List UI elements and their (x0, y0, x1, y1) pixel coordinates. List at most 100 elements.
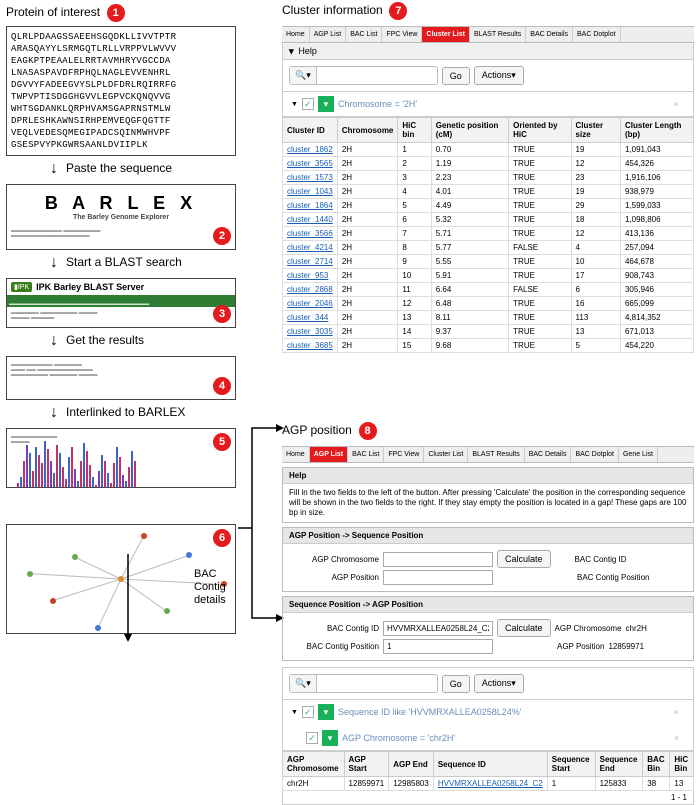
table-row: cluster_27142H95.55TRUE10464,678 (283, 255, 694, 269)
seq-link[interactable]: HVVMRXALLEA0258L24_C2 (433, 777, 547, 791)
tab-bac-details[interactable]: BAC Details (526, 27, 573, 42)
search-icon[interactable]: 🔍▾ (290, 67, 317, 84)
col-header[interactable]: AGP Chromosome (283, 752, 345, 777)
collapse-icon[interactable]: ▼ (291, 101, 298, 108)
out-pos: 12859971 (608, 642, 668, 651)
cluster-link[interactable]: cluster_4214 (283, 241, 338, 255)
col-header[interactable]: Cluster Length (bp) (620, 118, 693, 143)
cluster-link[interactable]: cluster_2046 (283, 297, 338, 311)
table-row: cluster_18622H10.70TRUE191,091,043 (283, 143, 694, 157)
tab-fpc-view[interactable]: FPC View (382, 27, 422, 42)
cluster-link[interactable]: cluster_1864 (283, 199, 338, 213)
tab-gene-list[interactable]: Gene List (619, 447, 658, 462)
agp-collapse-icon[interactable]: ▼ (291, 709, 298, 716)
table-row: cluster_9532H105.91TRUE17908,743 (283, 269, 694, 283)
filter-check-icon[interactable]: ✓ (302, 98, 314, 110)
cluster-link[interactable]: cluster_3565 (283, 157, 338, 171)
col-header[interactable]: AGP Start (344, 752, 389, 777)
cluster-tabs: HomeAGP ListBAC ListFPC ViewCluster List… (282, 26, 694, 43)
cluster-actions-button[interactable]: Actions▾ (474, 66, 524, 85)
tab-home[interactable]: Home (282, 447, 310, 462)
tab-blast-results[interactable]: BLAST Results (470, 27, 526, 42)
agp-filter1[interactable]: Sequence ID like 'HVVMRXALLEA0258L24%' (338, 707, 522, 717)
tab-bac-details[interactable]: BAC Details (525, 447, 572, 462)
col-header[interactable]: HiC bin (398, 118, 431, 143)
agp-filter-funnel1[interactable]: ▾ (318, 704, 334, 720)
badge-4: 4 (213, 377, 231, 395)
agp-filter1-remove[interactable]: × (674, 707, 679, 717)
agp-go-button[interactable]: Go (442, 675, 470, 693)
col-header[interactable]: Oriented by HiC (509, 118, 571, 143)
agp-pager: 1 - 1 (282, 791, 694, 805)
tab-blast-results[interactable]: BLAST Results (468, 447, 524, 462)
agp-search-icon[interactable]: 🔍▾ (290, 675, 317, 692)
agp-filter-check1[interactable]: ✓ (302, 706, 314, 718)
table-row: cluster_36852H159.68TRUE5454,220 (283, 339, 694, 353)
table-row: cluster_30352H149.37TRUE13671,013 (283, 325, 694, 339)
tab-agp-list[interactable]: AGP List (310, 447, 348, 462)
bac-pos-input[interactable] (383, 639, 493, 654)
barlex-panel: B A R L E X The Barley Genome Explorer ▁… (6, 184, 236, 250)
agp-filter2-remove[interactable]: × (674, 733, 679, 743)
agp-search-input[interactable] (317, 675, 437, 692)
col-header[interactable]: Sequence Start (547, 752, 595, 777)
cluster-filter-text[interactable]: Chromosome = '2H' (338, 99, 417, 109)
agp-to-seq-box: AGP Position -> Sequence Position AGP Ch… (282, 527, 694, 592)
tab-cluster-list[interactable]: Cluster List (422, 27, 470, 42)
table-row: cluster_10432H44.01TRUE19938,979 (283, 185, 694, 199)
agp-chr-input[interactable] (383, 552, 493, 567)
filter-remove-icon[interactable]: × (674, 99, 679, 109)
cluster-help-bar[interactable]: ▶Help (282, 43, 694, 60)
col-header[interactable]: HiC Bin (670, 752, 694, 777)
tab-bac-list[interactable]: BAC List (348, 447, 384, 462)
agp-actions-button[interactable]: Actions▾ (474, 674, 524, 693)
cluster-link[interactable]: cluster_2714 (283, 255, 338, 269)
tab-home[interactable]: Home (282, 27, 310, 42)
calc1-button[interactable]: Calculate (497, 550, 551, 568)
lbl-out-chr: AGP Chromosome (555, 624, 622, 633)
col-header[interactable]: Sequence End (595, 752, 643, 777)
cluster-link[interactable]: cluster_3685 (283, 339, 338, 353)
barlex-chart-panel: ▁▁▁▁▁▁▁▁▁▁▁▁▁▁ 5 (6, 428, 236, 488)
cluster-link[interactable]: cluster_2868 (283, 283, 338, 297)
cluster-toolbar: 🔍▾ Go Actions▾ (282, 60, 694, 92)
tab-cluster-list[interactable]: Cluster List (424, 447, 468, 462)
ipk-title: IPK Barley BLAST Server (36, 282, 144, 292)
cluster-search-input[interactable] (317, 67, 437, 84)
tab-fpc-view[interactable]: FPC View (384, 447, 424, 462)
agp-filter-funnel2[interactable]: ▾ (322, 730, 338, 746)
col-header[interactable]: Chromosome (337, 118, 398, 143)
col-header[interactable]: BAC Bin (643, 752, 670, 777)
agp-help-box: Help Fill in the two fields to the left … (282, 467, 694, 523)
agp-filter-row: ▼ ✓ ▾ Sequence ID like 'HVVMRXALLEA0258L… (282, 700, 694, 751)
step-blast: Start a BLAST search (6, 254, 236, 272)
table-row: cluster_35662H75.71TRUE12413,136 (283, 227, 694, 241)
agp-pos-input[interactable] (383, 570, 493, 585)
cluster-go-button[interactable]: Go (442, 67, 470, 85)
cluster-link[interactable]: cluster_1043 (283, 185, 338, 199)
sequence-panel: QLRLPDAAGSSAEEHSGQDKLLIVVTPTR ARASQAYYLS… (6, 26, 236, 156)
col-header[interactable]: Sequence ID (433, 752, 547, 777)
tab-bac-dotplot[interactable]: BAC Dotplot (573, 27, 621, 42)
cluster-link[interactable]: cluster_3035 (283, 325, 338, 339)
cluster-link[interactable]: cluster_3566 (283, 227, 338, 241)
cluster-link[interactable]: cluster_344 (283, 311, 338, 325)
cluster-link[interactable]: cluster_1440 (283, 213, 338, 227)
col-header[interactable]: Cluster size (571, 118, 620, 143)
col-header[interactable]: AGP End (389, 752, 434, 777)
filter-funnel-icon[interactable]: ▾ (318, 96, 334, 112)
agp-tabs: HomeAGP ListBAC ListFPC ViewCluster List… (282, 446, 694, 463)
col-header[interactable]: Cluster ID (283, 118, 338, 143)
badge-8: 8 (359, 422, 377, 440)
cluster-link[interactable]: cluster_1862 (283, 143, 338, 157)
tab-agp-list[interactable]: AGP List (310, 27, 347, 42)
agp-filter-check2[interactable]: ✓ (306, 732, 318, 744)
cluster-link[interactable]: cluster_953 (283, 269, 338, 283)
calc2-button[interactable]: Calculate (497, 619, 551, 637)
bac-id-input[interactable] (383, 621, 493, 636)
tab-bac-list[interactable]: BAC List (346, 27, 382, 42)
agp-filter2[interactable]: AGP Chromosome = 'chr2H' (342, 733, 455, 743)
col-header[interactable]: Genetic position (cM) (431, 118, 508, 143)
tab-bac-dotplot[interactable]: BAC Dotplot (571, 447, 619, 462)
cluster-link[interactable]: cluster_1573 (283, 171, 338, 185)
